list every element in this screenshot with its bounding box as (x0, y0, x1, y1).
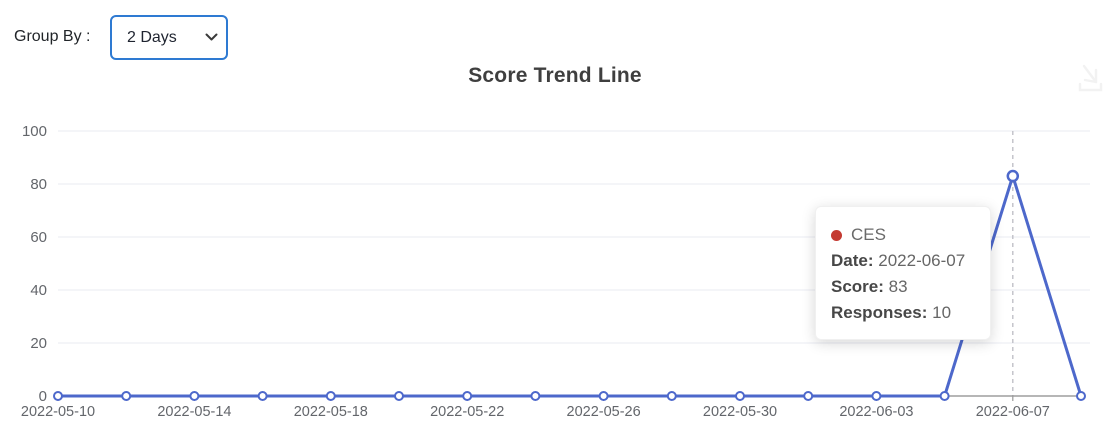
tooltip-responses-value: 10 (932, 303, 952, 322)
x-axis-label: 2022-05-26 (567, 404, 641, 420)
group-by-select[interactable]: 2 Days (110, 15, 228, 60)
tooltip-series-name: CES (851, 225, 886, 244)
y-axis-label: 40 (30, 282, 47, 299)
tooltip-date-label: Date: (831, 251, 874, 270)
tooltip-date-row: Date: 2022-06-07 (831, 248, 972, 274)
tooltip-responses-label: Responses: (831, 303, 928, 322)
x-axis-label: 2022-05-14 (157, 404, 231, 420)
x-axis-label: 2022-05-30 (703, 404, 777, 420)
data-point-marker[interactable] (530, 391, 541, 401)
x-axis-label: 2022-05-10 (21, 404, 95, 420)
toolbar: Group By : 2 Days (0, 0, 1110, 70)
y-axis-label: 100 (22, 123, 47, 140)
data-point-marker[interactable] (1076, 391, 1086, 401)
group-by-label: Group By : (14, 28, 91, 45)
y-axis-label: 20 (30, 335, 47, 352)
tooltip-series-row: CES (831, 222, 972, 248)
data-point-marker[interactable] (666, 391, 677, 401)
tooltip-score-label: Score: (831, 277, 884, 296)
data-point-marker[interactable] (871, 391, 882, 401)
tooltip-date-value: 2022-06-07 (878, 251, 966, 270)
tooltip-responses-row: Responses: 10 (831, 300, 972, 326)
y-axis-label: 60 (30, 229, 47, 246)
data-point-marker[interactable] (121, 391, 132, 401)
chevron-down-icon (205, 33, 218, 41)
data-point-marker[interactable] (189, 391, 200, 401)
x-axis-label: 2022-06-07 (976, 404, 1050, 420)
tooltip-score-row: Score: 83 (831, 274, 972, 300)
series-marker-dot-icon (831, 229, 842, 241)
trend-line (56, 174, 1083, 398)
data-point-marker[interactable] (939, 391, 950, 401)
x-axis-label: 2022-06-03 (839, 404, 913, 420)
data-point-marker[interactable] (325, 391, 336, 401)
chart-title: Score Trend Line (468, 64, 642, 87)
data-point-marker[interactable] (803, 391, 814, 401)
data-point-marker[interactable] (257, 391, 268, 401)
y-axis-label: 80 (30, 176, 47, 193)
x-axis-label: 2022-05-22 (430, 404, 504, 420)
y-axis-label: 0 (39, 388, 47, 405)
data-point-marker[interactable] (735, 391, 745, 401)
data-point-marker[interactable] (598, 391, 609, 401)
group-by-selected-value: 2 Days (127, 28, 177, 46)
export-icon[interactable] (1076, 58, 1104, 96)
chart-tooltip: CES Date: 2022-06-07 Score: 83 Responses… (815, 206, 991, 340)
tooltip-score-value: 83 (888, 277, 908, 296)
data-point-marker[interactable] (53, 391, 63, 401)
data-point-marker[interactable] (1006, 169, 1020, 183)
x-axis-label: 2022-05-18 (294, 404, 368, 420)
data-point-marker[interactable] (394, 391, 404, 401)
data-point-marker[interactable] (462, 391, 473, 401)
